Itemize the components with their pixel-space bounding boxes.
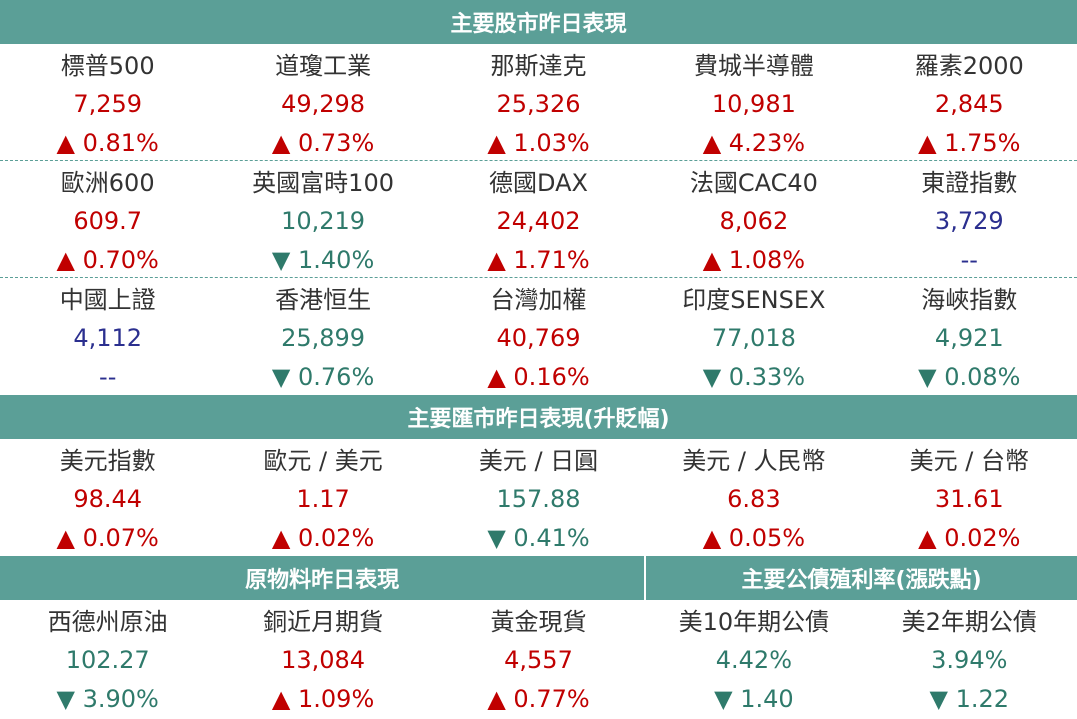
- item-change: ▼ 0.08%: [918, 363, 1021, 391]
- item-value: 4,557: [504, 646, 573, 674]
- item-name: 德國DAX: [489, 169, 588, 197]
- item-change: ▲ 0.81%: [56, 129, 159, 157]
- item-name: 美元 / 日圓: [478, 447, 599, 475]
- item-value: 4,921: [934, 324, 1004, 352]
- item-change: ▲ 0.16%: [487, 363, 590, 391]
- item-name: 標普500: [60, 52, 155, 80]
- item-change: ▼ 1.40%: [271, 246, 375, 274]
- item-change: ▲ 0.02%: [271, 524, 375, 552]
- item-value: 102.27: [65, 646, 150, 674]
- item-value: 49,298: [281, 90, 366, 118]
- item-change: ▲ 0.05%: [702, 524, 806, 552]
- item-value: 157.88: [496, 485, 581, 513]
- item-value: 3,729: [934, 207, 1004, 235]
- item-value: 98.44: [73, 485, 143, 513]
- item-name: 美元 / 人民幣: [682, 447, 826, 475]
- item-name: 那斯達克: [490, 52, 587, 80]
- item-value: 3.94%: [931, 646, 1008, 674]
- item-name: 西德州原油: [47, 608, 168, 636]
- item-name: 香港恒生: [275, 286, 372, 314]
- item-name: 印度SENSEX: [682, 286, 826, 314]
- item-change: ▲ 1.08%: [702, 246, 806, 274]
- item-change: ▲ 1.75%: [918, 129, 1021, 157]
- item-change: ▲ 1.71%: [487, 246, 590, 274]
- section-header: 主要公債殖利率(漲跌點): [646, 556, 1077, 600]
- item-value: 8,062: [719, 207, 789, 235]
- item-name: 台灣加權: [490, 286, 587, 314]
- item-name: 美2年期公債: [901, 608, 1037, 636]
- item-change: ▼ 0.41%: [487, 524, 590, 552]
- item-change: ▲ 0.02%: [918, 524, 1021, 552]
- item-change: ▲ 0.07%: [56, 524, 159, 552]
- item-value: 7,259: [73, 90, 143, 118]
- item-name: 黃金現貨: [490, 608, 587, 636]
- item-name: 東證指數: [921, 169, 1018, 197]
- item-name: 英國富時100: [252, 169, 394, 197]
- item-name: 道瓊工業: [275, 52, 372, 80]
- item-change: ▲ 4.23%: [702, 129, 806, 157]
- section-header: 主要股市昨日表現: [0, 0, 1077, 44]
- item-name: 歐元 / 美元: [263, 447, 383, 475]
- item-name: 銅近月期貨: [263, 608, 384, 636]
- item-name: 費城半導體: [693, 52, 814, 80]
- item-name: 美元指數: [59, 447, 156, 475]
- item-value: 25,326: [496, 90, 581, 118]
- item-value: 31.61: [934, 485, 1004, 513]
- item-name: 歐洲600: [60, 169, 155, 197]
- item-value: 77,018: [711, 324, 796, 352]
- item-value: 6.83: [727, 485, 781, 513]
- item-name: 美元 / 台幣: [909, 447, 1029, 475]
- item-change: ▼ 0.33%: [702, 363, 806, 391]
- item-change: ▼ 1.22: [929, 685, 1010, 713]
- section-header: 主要匯市昨日表現(升貶幅): [0, 395, 1077, 439]
- item-value: 10,981: [711, 90, 796, 118]
- item-change: ▲ 0.77%: [487, 685, 590, 713]
- section-header: 原物料昨日表現: [0, 556, 645, 600]
- item-name: 海峽指數: [921, 286, 1018, 314]
- item-value: 24,402: [496, 207, 581, 235]
- item-change: ▲ 1.09%: [271, 685, 375, 713]
- item-change: ▲ 1.03%: [487, 129, 590, 157]
- item-value: 10,219: [281, 207, 366, 235]
- item-name: 中國上證: [59, 286, 156, 314]
- item-name: 法國CAC40: [689, 169, 818, 197]
- item-value: 1.17: [296, 485, 350, 513]
- item-change: ▲ 0.73%: [271, 129, 375, 157]
- item-name: 美10年期公債: [678, 608, 830, 636]
- item-value: 4,112: [73, 324, 143, 352]
- item-change: --: [960, 246, 978, 274]
- item-value: 2,845: [934, 90, 1004, 118]
- item-change: ▲ 0.70%: [56, 246, 159, 274]
- item-value: 4.42%: [715, 646, 792, 674]
- item-value: 609.7: [73, 207, 143, 235]
- item-change: --: [99, 363, 117, 391]
- item-change: ▼ 3.90%: [56, 685, 159, 713]
- item-name: 羅素2000: [914, 52, 1024, 80]
- row-divider: [0, 160, 1077, 161]
- item-change: ▼ 0.76%: [271, 363, 375, 391]
- item-change: ▼ 1.40: [714, 685, 794, 713]
- item-value: 40,769: [496, 324, 581, 352]
- item-value: 13,084: [281, 646, 366, 674]
- row-divider: [0, 277, 1077, 278]
- item-value: 25,899: [281, 324, 366, 352]
